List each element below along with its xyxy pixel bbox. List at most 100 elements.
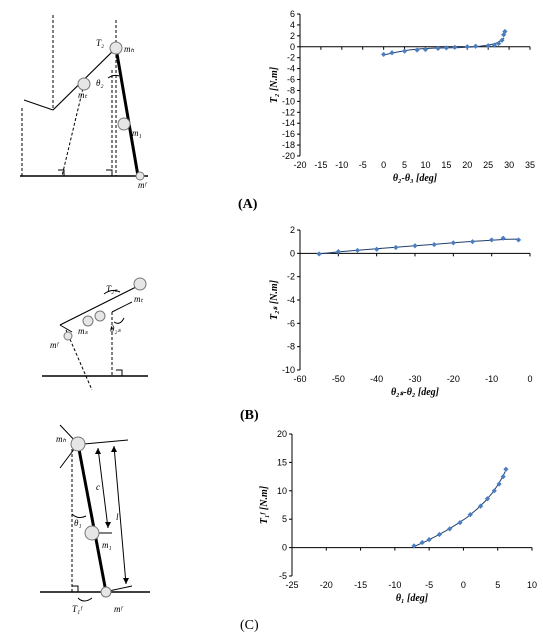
y-tick-label: -4 (287, 64, 295, 74)
y-tick-label: 15 (277, 457, 287, 467)
data-point (419, 539, 425, 546)
data-point (503, 466, 509, 472)
y-tick-label: 2 (290, 225, 295, 235)
x-tick-label: 20 (462, 160, 472, 170)
data-point (473, 43, 479, 49)
y-axis-label: T₂ [N.m] (269, 66, 280, 103)
diagram-c-mf-label: mᶠ (114, 604, 123, 614)
x-tick-label: -10 (335, 160, 348, 170)
data-point (515, 237, 522, 243)
y-tick-label: 0 (282, 543, 287, 553)
data-point (502, 28, 508, 35)
chart-a: -20 -15 -10 -5 0 5 10 15 20 25 30 35-20-18-16-14-12… (269, 9, 535, 184)
y-tick-label: 4 (290, 20, 295, 30)
data-point (469, 239, 476, 245)
data-point (464, 44, 470, 50)
panel-label-a: (A) (238, 197, 258, 212)
x-tick-label: -20 (320, 580, 333, 590)
y-tick-label: -2 (287, 272, 295, 282)
y-axis-label: T₁ᶠ [N.m] (259, 485, 270, 524)
x-tick-label: -10 (388, 580, 401, 590)
y-tick-label: -10 (282, 96, 295, 106)
data-point (389, 50, 395, 56)
data-point (374, 246, 380, 252)
x-tick-label: -25 (285, 580, 298, 590)
y-tick-label: -8 (287, 85, 295, 95)
x-tick-label: -50 (332, 374, 345, 384)
y-tick-label: 2 (290, 31, 295, 41)
x-tick-label: -5 (425, 580, 433, 590)
fit-curve (413, 471, 506, 547)
diagram-b-mf-label: mᶠ (50, 340, 59, 350)
x-tick-label: 10 (420, 160, 430, 170)
diagram-c-theta1-label: θ₁ (74, 518, 82, 528)
data-point (414, 47, 420, 53)
y-tick-label: 10 (277, 486, 287, 496)
diagram-a-theta2-label: θ₂ (96, 78, 104, 88)
diagram-c-l-label: l (116, 512, 119, 522)
x-tick-label: -20 (293, 160, 306, 170)
y-tick-label: -8 (287, 342, 295, 352)
x-axis-label: θ₂ₛ-θ₂ [deg] (391, 387, 440, 398)
data-point (501, 32, 507, 38)
diagram-c-tlf-label: T₁ᶠ (72, 604, 83, 614)
diagram-c-m1-label: m₁ (102, 540, 112, 550)
x-tick-label: -15 (354, 580, 367, 590)
y-tick-label: -6 (287, 75, 295, 85)
diagram-b: T₂ₛ mₜ mₛ θ₂ₛ mᶠ (42, 277, 148, 391)
x-tick-label: 35 (525, 160, 535, 170)
diagram-a: T₂ mₕ mₜ θ₂ m₁ mᶠ (20, 15, 148, 190)
y-tick-label: -6 (287, 318, 295, 328)
x-tick-label: 25 (483, 160, 493, 170)
data-point (452, 44, 458, 50)
x-tick-label: 10 (527, 580, 537, 590)
x-tick-label: -15 (314, 160, 327, 170)
data-point (436, 531, 443, 538)
diagram-c: mₕ c l θ₁ m₁ T₁ᶠ mᶠ (40, 424, 150, 614)
diagram-c-mh-label: mₕ (56, 434, 66, 444)
x-axis-label: θ₂-θ₃ [deg] (393, 173, 438, 184)
data-point (496, 40, 502, 47)
data-point (422, 46, 429, 53)
y-tick-label: -12 (282, 107, 295, 117)
diagram-a-mf-label: mᶠ (138, 180, 147, 190)
y-axis-label: T₂ₛ [N.m] (269, 279, 280, 320)
y-tick-label: -14 (282, 118, 295, 128)
data-point (316, 251, 322, 257)
diagram-a-t2-label: T₂ (96, 38, 104, 48)
y-tick-label: 5 (282, 514, 287, 524)
diagram-a-m1-label: m₁ (132, 128, 142, 138)
data-point (450, 240, 456, 246)
data-point (401, 48, 408, 54)
data-point (412, 243, 418, 249)
data-point (467, 512, 473, 518)
data-point (354, 247, 361, 254)
y-tick-label: -20 (282, 151, 295, 161)
x-tick-label: 0 (461, 580, 466, 590)
diagram-a-mh-label: mₕ (124, 44, 134, 54)
x-tick-label: 0 (381, 160, 386, 170)
x-tick-label: 0 (527, 374, 532, 384)
x-tick-label: 30 (504, 160, 514, 170)
data-point (431, 241, 437, 248)
fit-curve (319, 238, 519, 255)
panel-label-b: (B) (240, 408, 259, 423)
panel-label-c: (C) (240, 618, 259, 633)
data-point (426, 537, 432, 543)
y-tick-label: 0 (290, 248, 295, 258)
diagram-b-t2s-label: T₂ₛ (106, 284, 118, 294)
y-tick-label: 6 (290, 9, 295, 19)
y-tick-label: 20 (277, 429, 287, 439)
data-point (435, 45, 441, 52)
x-tick-label: 5 (495, 580, 500, 590)
x-tick-label: -30 (408, 374, 421, 384)
y-tick-label: -16 (282, 129, 295, 139)
x-tick-label: -40 (370, 374, 383, 384)
data-point (393, 244, 399, 251)
data-point (457, 520, 463, 526)
data-point (485, 43, 491, 49)
x-tick-label: -5 (359, 160, 367, 170)
data-point (443, 45, 449, 51)
y-tick-label: 0 (290, 42, 295, 52)
x-tick-label: 5 (402, 160, 407, 170)
